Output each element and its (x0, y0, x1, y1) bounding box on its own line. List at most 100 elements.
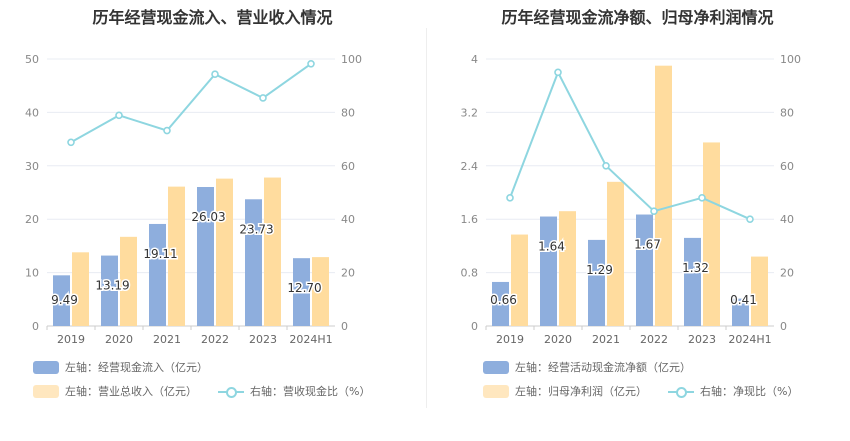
data-label: 0.66 (490, 293, 517, 307)
data-label: 1.64 (538, 240, 565, 254)
right-axis-tick-label: 80 (341, 106, 355, 119)
line-point (602, 162, 610, 170)
data-label: 13.19 (95, 279, 129, 293)
left-axis-tick-label: 10 (25, 267, 39, 280)
left-axis-tick-label: 4 (471, 53, 478, 66)
left-axis-tick-label: 40 (25, 106, 39, 119)
x-axis-tick-label: 2022 (201, 333, 229, 346)
right-axis-tick-label: 100 (341, 53, 362, 66)
legend-label: 左轴：经营活动现金流净额（亿元） (515, 361, 691, 374)
legend-item-bar1[interactable]: 左轴：经营现金流入（亿元） (33, 359, 208, 375)
left-axis-tick-label: 0.8 (461, 267, 479, 280)
line-point (698, 194, 706, 202)
x-axis-tick-label: 2023 (688, 333, 716, 346)
data-label: 0.41 (730, 293, 757, 307)
line-point (67, 138, 75, 147)
data-label: 1.67 (634, 238, 661, 252)
left-axis-tick-label: 0 (32, 320, 39, 333)
legend-swatch (33, 360, 59, 374)
bar-revenue (216, 178, 233, 326)
chart-cashflow-revenue: 历年经营现金流入、营业收入情况 0 0 10 20 20 40 30 60 40 80 50 100 2… (0, 0, 425, 437)
legend-item-bar1[interactable]: 左轴：经营活动现金流净额（亿元） (483, 359, 691, 375)
left-axis-tick-label: 50 (25, 53, 39, 66)
x-axis-tick-label: 2020 (544, 333, 572, 346)
line-point (746, 215, 754, 223)
right-axis-tick-label: 40 (341, 213, 355, 226)
data-label: 1.32 (682, 261, 709, 275)
data-label: 12.70 (287, 281, 321, 295)
line-point (163, 126, 171, 135)
data-label: 26.03 (191, 210, 225, 224)
legend-item-line[interactable]: 右轴：净现比（%） (668, 383, 798, 399)
x-axis-tick-label: 2020 (105, 333, 133, 346)
x-axis-tick-label: 2019 (57, 333, 85, 346)
data-label: 9.49 (51, 293, 78, 307)
line-point (115, 111, 123, 120)
bar-net-cashflow (732, 298, 749, 326)
legend-swatch (483, 360, 509, 374)
bar-cash-inflow (245, 199, 262, 326)
bar-cash-inflow (101, 255, 118, 326)
legend-label: 左轴：归母净利润（亿元） (515, 385, 647, 398)
left-axis-tick-label: 30 (25, 160, 39, 173)
right-axis-tick-label: 20 (780, 267, 794, 280)
legend-label: 左轴：营业总收入（亿元） (65, 385, 197, 398)
chart-title: 历年经营现金流入、营业收入情况 (92, 8, 333, 27)
bar-net-cashflow (684, 237, 701, 326)
legend-label: 右轴：净现比（%） (700, 385, 799, 398)
right-axis-tick-label: 60 (780, 160, 794, 173)
bar-cash-inflow (293, 258, 310, 326)
data-label: 23.73 (239, 222, 273, 236)
legend-swatch (33, 384, 59, 398)
legend-item-bar2[interactable]: 左轴：营业总收入（亿元） (33, 383, 197, 399)
left-axis-tick-label: 0 (471, 320, 478, 333)
legend-line-icon (668, 385, 694, 398)
left-axis-tick-label: 2.4 (461, 160, 479, 173)
bar-revenue (312, 257, 329, 326)
legend-item-line[interactable]: 右轴：营收现金比（%） (218, 383, 370, 399)
line-point (650, 207, 658, 215)
line-series (70, 62, 312, 144)
line-point (506, 194, 514, 202)
x-axis-tick-label: 2022 (640, 333, 668, 346)
x-axis-tick-label: 2024H1 (728, 333, 771, 346)
x-axis-tick-label: 2021 (592, 333, 620, 346)
line-point (554, 68, 562, 77)
bar-cash-inflow (197, 186, 214, 326)
bar-net-profit (751, 256, 768, 326)
panel-divider (426, 28, 427, 408)
right-axis-tick-label: 60 (341, 160, 355, 173)
right-axis-tick-label: 80 (780, 106, 794, 119)
legend-swatch (483, 384, 509, 398)
right-axis-tick-label: 0 (341, 320, 348, 333)
data-label: 1.29 (586, 263, 613, 277)
x-axis-tick-label: 2024H1 (289, 333, 332, 346)
legend-item-bar2[interactable]: 左轴：归母净利润（亿元） (483, 383, 647, 399)
bar-revenue (120, 236, 137, 326)
bar-revenue (72, 252, 89, 326)
chart-netcash-profit: 历年经营现金流净额、归母净利润情况 0 0 0.8 20 1.6 40 2.4 60 3.2 80… (425, 0, 850, 437)
legend-label: 左轴：经营现金流入（亿元） (65, 361, 208, 374)
right-axis-tick-label: 100 (780, 53, 801, 66)
line-point (307, 60, 315, 68)
left-axis-tick-label: 1.6 (461, 213, 479, 226)
bar-net-profit (511, 234, 528, 326)
bar-net-cashflow (588, 239, 605, 326)
bar-net-cashflow (636, 214, 653, 326)
bar-cash-inflow (53, 275, 70, 326)
line-point (259, 94, 267, 102)
bar-net-profit (703, 142, 720, 326)
bar-revenue (264, 177, 281, 326)
data-label: 19.11 (143, 247, 177, 261)
bar-cash-inflow (149, 223, 166, 326)
left-axis-tick-label: 3.2 (461, 106, 479, 119)
x-axis-tick-label: 2023 (249, 333, 277, 346)
line-point (211, 70, 219, 79)
right-axis-tick-label: 40 (780, 213, 794, 226)
bar-revenue (168, 186, 185, 326)
chart-title: 历年经营现金流净额、归母净利润情况 (501, 8, 774, 27)
right-axis-tick-label: 20 (341, 267, 355, 280)
bar-net-cashflow (492, 281, 509, 326)
bar-net-profit (559, 211, 576, 326)
